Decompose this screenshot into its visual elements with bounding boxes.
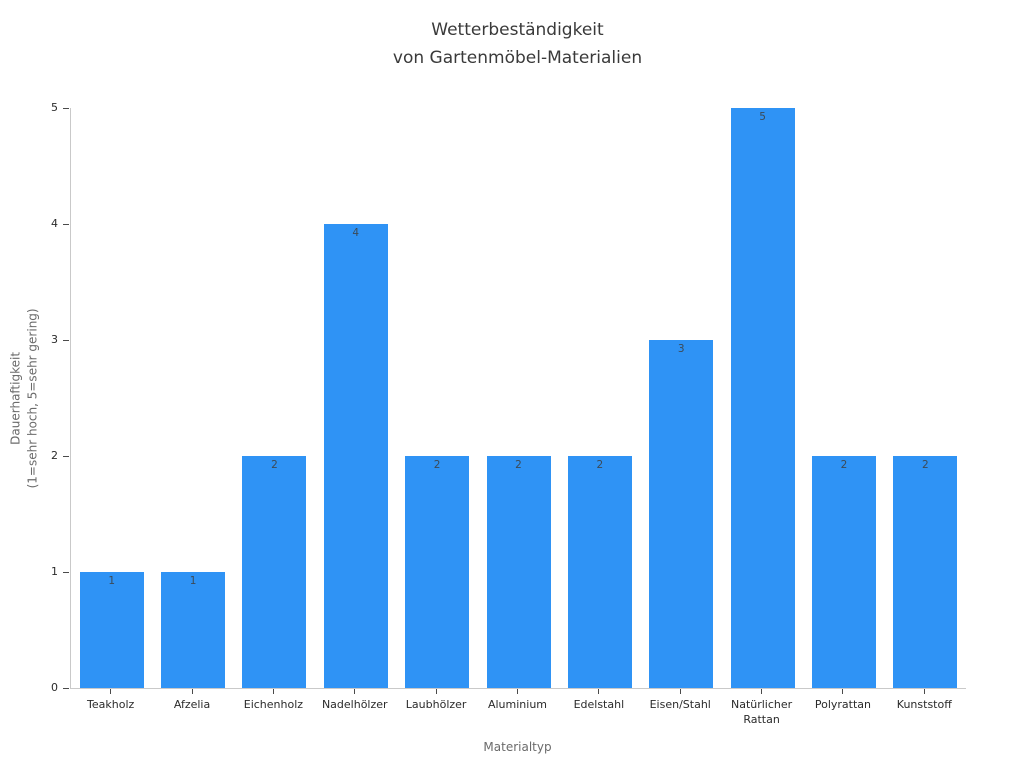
x-tick-mark: [598, 689, 600, 694]
bar: 1: [79, 572, 144, 688]
y-tick-label: 2: [51, 449, 58, 462]
x-axis-label: Materialtyp: [483, 740, 552, 754]
x-tick-mark: [761, 689, 763, 694]
y-tick-mark: [63, 339, 69, 341]
bar-value-label: 5: [759, 111, 766, 123]
bar: 2: [242, 456, 307, 688]
bar: 2: [567, 456, 632, 688]
y-tick-mark: [63, 223, 69, 225]
y-tick-mark: [63, 455, 69, 457]
x-tick-mark: [923, 689, 925, 694]
bar: 2: [486, 456, 551, 688]
bar: 4: [323, 224, 388, 688]
bar-value-label: 2: [596, 459, 604, 471]
y-tick-label: 4: [51, 217, 58, 230]
x-tick-label: Eisen/Stahl: [649, 698, 711, 711]
y-tick-mark: [63, 687, 69, 689]
bar: 2: [405, 456, 470, 688]
y-tick-label: 1: [51, 565, 58, 578]
y-tick-label: 5: [51, 101, 58, 114]
bar: 3: [649, 340, 714, 688]
bar: 2: [811, 456, 876, 688]
bar-value-label: 2: [433, 459, 441, 471]
x-tick-mark: [272, 689, 274, 694]
bar-value-label: 2: [921, 459, 929, 471]
bar-value-label: 2: [840, 459, 848, 471]
bar-value-label: 2: [271, 459, 278, 471]
y-tick-label: 3: [51, 333, 58, 346]
x-tick-label: Edelstahl: [573, 698, 625, 711]
x-tick-label: Eichenholz: [243, 698, 304, 711]
x-tick-label: Polyrattan: [814, 698, 872, 711]
bar: 2: [893, 456, 958, 688]
bar: 1: [161, 572, 226, 688]
x-tick-label: Kunststoff: [896, 698, 952, 711]
x-tick-mark: [435, 689, 437, 694]
bar-value-label: 1: [108, 575, 116, 587]
bar-value-label: 2: [515, 459, 522, 471]
bar-value-label: 3: [677, 343, 685, 355]
y-tick-mark: [63, 107, 69, 109]
x-tick-label: Laubhölzer: [405, 698, 467, 711]
x-tick-mark: [354, 689, 356, 694]
y-tick-mark: [63, 571, 69, 573]
x-tick-label: Afzelia: [173, 698, 211, 711]
y-tick-label: 0: [51, 681, 58, 694]
x-tick-mark: [842, 689, 844, 694]
x-tick-mark: [517, 689, 518, 694]
plot-area: 1 1 2 4 2 2 2 3 5 2 2: [70, 108, 966, 689]
x-tick-label: Teakholz: [87, 698, 135, 711]
bar-value-label: 4: [352, 227, 360, 239]
bar-value-label: 1: [189, 575, 197, 587]
x-tick-label: Natürlicher Rattan: [730, 698, 793, 726]
bar: 5: [730, 108, 795, 688]
x-tick-mark: [110, 689, 112, 694]
x-tick-label: Aluminium: [487, 698, 548, 711]
x-tick-label: Nadelhölzer: [321, 698, 388, 711]
x-tick-mark: [679, 689, 681, 694]
chart-title: Wetterbeständigkeit von Gartenmöbel-Mate…: [392, 20, 643, 69]
x-tick-mark: [191, 689, 193, 694]
y-axis-label: Dauerhaftigkeit (1=sehr hoch, 5=sehr ger…: [8, 308, 40, 489]
